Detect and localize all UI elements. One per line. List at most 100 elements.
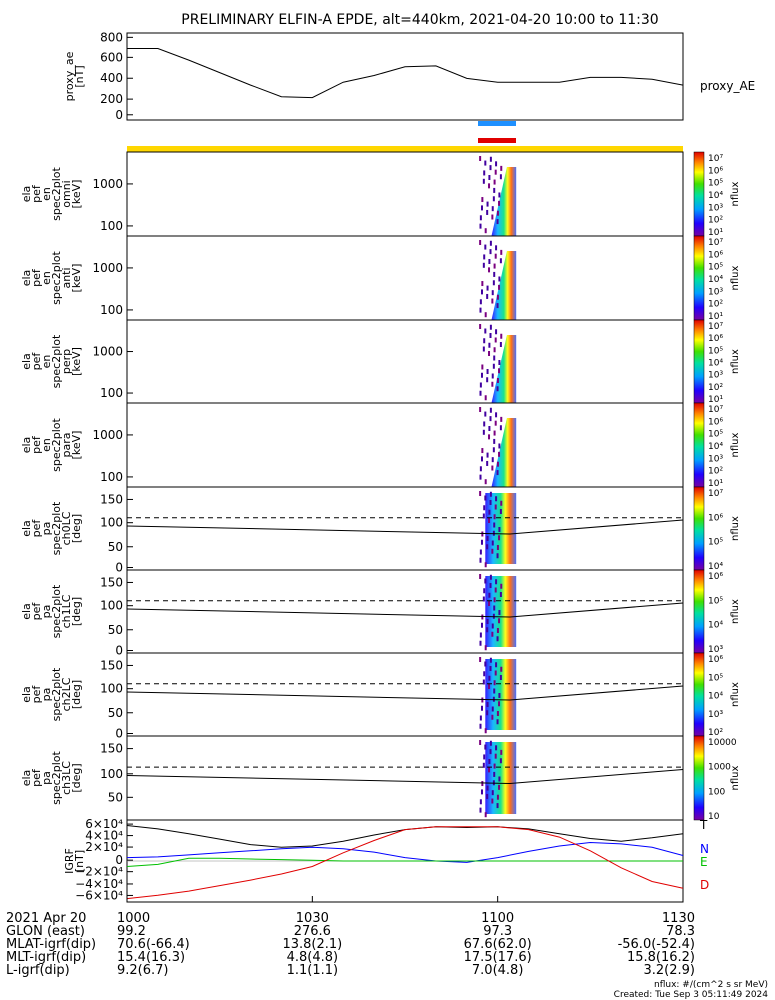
spectrogram-noise bbox=[488, 175, 491, 180]
spectrogram-noise bbox=[484, 562, 487, 568]
spectrogram-noise bbox=[498, 535, 501, 541]
spectrogram-noise bbox=[493, 605, 496, 611]
y-axis-label: [keV] bbox=[70, 264, 83, 293]
spectrogram-fill bbox=[485, 742, 517, 814]
spectrogram-noise bbox=[484, 395, 487, 401]
spectrogram-noise bbox=[484, 312, 487, 318]
y-axis-label: pef bbox=[30, 768, 43, 787]
spectrogram-noise bbox=[495, 496, 498, 502]
y-axis-label: spec2plot bbox=[50, 584, 63, 638]
x-row-label: 2021 Apr 20 bbox=[6, 911, 86, 926]
y-tick-label: 100 bbox=[100, 219, 123, 233]
y-axis-label: ela bbox=[20, 437, 33, 454]
spectrogram-noise bbox=[498, 527, 501, 532]
y-tick-label: 200 bbox=[100, 92, 123, 106]
spectrogram-noise bbox=[488, 767, 491, 773]
colorbar-tick-label: 10² bbox=[708, 216, 723, 226]
colorbar-tick-label: 100 bbox=[708, 787, 725, 797]
spectrogram-noise bbox=[483, 421, 486, 427]
colorbar-tick-label: 10⁶ bbox=[708, 334, 723, 344]
spectrogram-noise bbox=[483, 588, 486, 594]
y-axis-label: [keV] bbox=[70, 180, 83, 209]
colorbar-tick-label: 10² bbox=[708, 300, 723, 310]
spectrogram-noise bbox=[486, 452, 489, 458]
spectrogram-noise bbox=[495, 579, 498, 585]
spectrogram-noise bbox=[479, 632, 482, 638]
spectrogram-noise bbox=[484, 728, 487, 734]
y-axis-label: pa bbox=[40, 771, 53, 785]
colorbar-tick-label: 10⁷ bbox=[708, 405, 723, 415]
spectrogram-noise bbox=[479, 240, 482, 245]
spectrogram-noise bbox=[499, 509, 502, 514]
x-row-label: GLON (east) bbox=[6, 924, 85, 939]
y-axis-label: ela bbox=[20, 186, 33, 203]
y-tick-label: 100 bbox=[100, 682, 123, 696]
y-axis-label: proxy_ae bbox=[63, 51, 76, 101]
spectrogram-noise bbox=[481, 781, 484, 787]
spectrogram-noise bbox=[481, 281, 484, 287]
spectrogram-noise bbox=[493, 187, 496, 193]
colorbar-tick-label: 10⁶ bbox=[708, 655, 723, 665]
colorbar-tick-label: 10⁴ bbox=[708, 275, 723, 285]
proxy-ae-right-label: proxy_AE bbox=[700, 79, 755, 93]
y-axis-label: ela bbox=[20, 686, 33, 703]
spectrogram-noise bbox=[489, 333, 492, 338]
spectrogram-noise bbox=[500, 666, 503, 672]
spectrogram-noise bbox=[493, 347, 496, 353]
y-tick-label: 0 bbox=[115, 853, 123, 867]
spectrogram-noise bbox=[483, 254, 486, 260]
spectrogram-noise bbox=[498, 443, 501, 449]
spectrogram-noise bbox=[488, 759, 491, 764]
spectrogram-noise bbox=[496, 628, 499, 633]
spectrogram-noise bbox=[484, 160, 487, 166]
spectrogram-noise bbox=[498, 693, 501, 698]
igrf-line-E bbox=[126, 857, 683, 867]
spectrogram-noise bbox=[491, 714, 494, 720]
colorbar-tick-label: 10⁴ bbox=[708, 359, 723, 369]
colorbar-label: nflux bbox=[730, 682, 741, 707]
y-axis-label: ch3LC bbox=[60, 761, 73, 795]
colorbar-tick-label: 10⁴ bbox=[708, 621, 723, 631]
spectrogram-noise bbox=[498, 776, 501, 782]
spectrogram-noise bbox=[486, 544, 489, 550]
panel-frame-ch0LC bbox=[126, 486, 684, 571]
spectrogram-noise bbox=[492, 363, 495, 369]
spectrogram-noise bbox=[499, 592, 502, 597]
spectrogram-noise bbox=[493, 263, 496, 269]
y-axis-label: pef bbox=[30, 268, 43, 287]
spectrogram-noise bbox=[480, 789, 483, 795]
x-axis-value: -56.0(-52.4) bbox=[618, 937, 695, 952]
x-axis-value: 67.6(62.0) bbox=[464, 937, 532, 952]
colorbar-tick-label: 10⁴ bbox=[708, 562, 723, 572]
spectrogram-noise bbox=[499, 258, 502, 264]
spectrogram-noise bbox=[498, 284, 501, 290]
x-axis-value: 17.5(17.6) bbox=[464, 950, 532, 965]
x-axis-value: 99.2 bbox=[117, 924, 146, 939]
spectrogram-noise bbox=[498, 368, 501, 374]
spectrogram-noise bbox=[488, 434, 491, 440]
colorbar-tick-label: 10⁵ bbox=[708, 596, 723, 606]
spectrogram-noise bbox=[489, 407, 492, 413]
spectrogram-noise bbox=[493, 438, 496, 444]
spectrogram-noise bbox=[479, 156, 482, 161]
x-axis-value: 4.8(4.8) bbox=[287, 950, 339, 965]
panel-frame-proxy-ae bbox=[126, 32, 684, 121]
spectrogram-noise bbox=[495, 412, 498, 418]
spectrogram-noise bbox=[479, 466, 482, 472]
spectrogram-noise bbox=[493, 522, 496, 528]
spectrogram-noise bbox=[496, 294, 499, 300]
y-tick-label: 150 bbox=[100, 492, 123, 506]
spectrogram-noise bbox=[492, 447, 495, 453]
y-axis-label: spec2plot bbox=[50, 501, 63, 555]
y-axis-label: pef bbox=[30, 184, 43, 203]
spectrogram-noise bbox=[489, 500, 492, 505]
spectrogram-fill bbox=[491, 251, 517, 320]
y-axis-label: spec2plot bbox=[50, 418, 63, 472]
spectrogram-noise bbox=[491, 540, 494, 546]
spectrogram-noise bbox=[491, 373, 494, 379]
colorbar-label: nflux bbox=[730, 181, 741, 206]
spectrogram-fill bbox=[485, 659, 517, 730]
loss-cone-solid-line bbox=[126, 768, 684, 784]
y-tick-label: 100 bbox=[100, 470, 123, 484]
spectrogram-noise bbox=[489, 156, 492, 162]
